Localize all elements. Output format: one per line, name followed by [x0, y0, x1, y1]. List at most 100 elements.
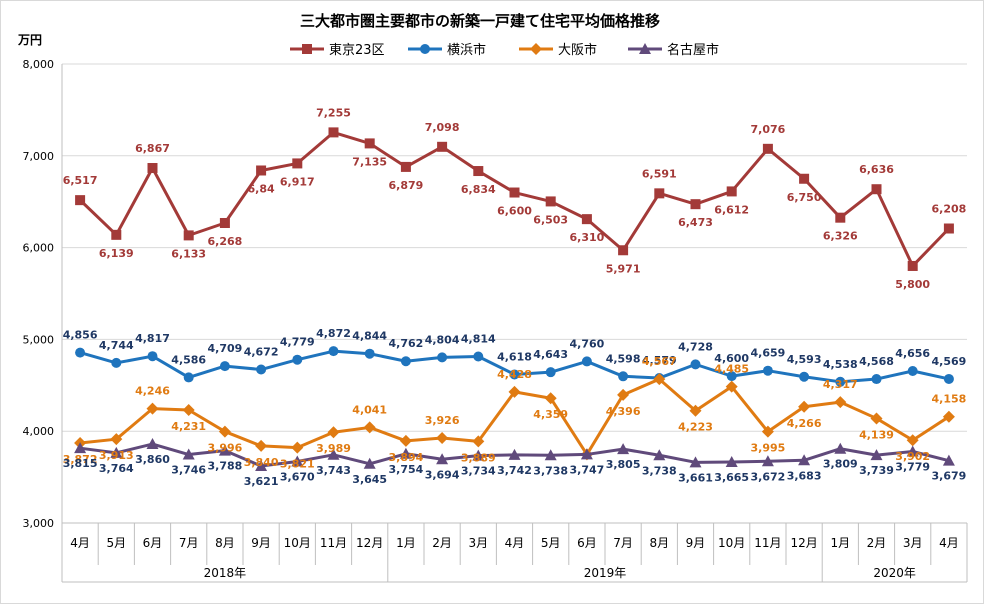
data-point [291, 455, 304, 467]
data-label: 4,760 [570, 337, 605, 350]
data-label: 6,612 [714, 203, 749, 216]
data-label: 6,326 [823, 230, 858, 243]
x-tick-label: 3月 [903, 536, 923, 550]
data-point [835, 376, 846, 387]
data-label: 3,739 [859, 464, 894, 477]
legend-item: 名古屋市 [628, 42, 719, 58]
data-point [870, 412, 883, 425]
data-label: 3,840 [244, 456, 279, 469]
data-point [182, 448, 195, 460]
data-point [653, 449, 666, 461]
data-label: 3,694 [425, 468, 460, 481]
data-point [906, 445, 919, 457]
data-point [473, 351, 484, 362]
y-tick-label: 8,000 [23, 58, 55, 71]
data-label: 4,656 [895, 347, 930, 360]
y-tick-label: 5,000 [23, 333, 55, 346]
data-point [761, 425, 774, 438]
data-point [544, 449, 557, 461]
data-point [327, 448, 340, 460]
data-label: 3,889 [461, 451, 496, 464]
data-point [617, 388, 630, 401]
data-label: 3,894 [389, 451, 424, 464]
data-label: 4,872 [316, 327, 351, 340]
data-label: 4,568 [859, 355, 894, 368]
data-label: 4,158 [932, 393, 967, 406]
data-point [906, 434, 919, 447]
data-label: 6,133 [171, 247, 206, 260]
x-tick-label: 2月 [432, 536, 452, 550]
data-point [219, 361, 230, 372]
data-point [653, 373, 666, 386]
data-label: 6,503 [533, 213, 568, 226]
data-point [472, 449, 485, 461]
data-point [400, 356, 411, 367]
data-label: 6,208 [932, 203, 967, 216]
data-point [328, 127, 339, 138]
data-label: 4,844 [352, 330, 387, 343]
x-tick-label: 3月 [468, 536, 488, 550]
data-point [218, 444, 231, 456]
data-label: 6,834 [461, 183, 496, 196]
data-label: 3,645 [352, 473, 387, 486]
data-point [74, 442, 87, 454]
data-point [545, 196, 556, 207]
data-point [436, 431, 449, 444]
data-label: 6,636 [859, 163, 894, 176]
data-point [798, 454, 811, 466]
data-label: 4,139 [859, 428, 894, 441]
data-label: 7,098 [425, 121, 460, 134]
x-tick-label: 7月 [613, 536, 633, 550]
x-tick-label: 11月 [320, 536, 347, 550]
data-point [762, 143, 773, 154]
legend-label: 大阪市 [558, 42, 597, 58]
x-tick-label: 5月 [541, 536, 561, 550]
data-label: 4,041 [352, 403, 387, 416]
data-point [834, 442, 847, 454]
data-point [799, 371, 810, 382]
x-tick-label: 12月 [790, 536, 817, 550]
data-label: 3,754 [389, 463, 424, 476]
data-label: 3,996 [208, 442, 243, 455]
data-point [654, 188, 665, 199]
data-label: 4,598 [606, 352, 641, 365]
data-point [328, 346, 339, 357]
x-tick-label: 9月 [251, 536, 271, 550]
data-point [690, 359, 701, 370]
data-label: 4,567 [642, 355, 677, 368]
x-tick-label: 5月 [106, 536, 126, 550]
data-label: 6,750 [787, 191, 822, 204]
data-point [907, 260, 918, 271]
data-point [111, 229, 122, 240]
data-label: 6,84 [248, 182, 275, 195]
data-point [219, 217, 230, 228]
data-point [473, 166, 484, 177]
data-label: 4,223 [678, 421, 713, 434]
data-label: 6,591 [642, 167, 677, 180]
data-point [544, 392, 557, 405]
data-label: 3,747 [570, 463, 605, 476]
data-point [256, 364, 267, 375]
data-point [943, 223, 954, 234]
data-point [581, 214, 592, 225]
data-point [871, 374, 882, 385]
x-tick-label: 6月 [577, 536, 597, 550]
data-point [508, 385, 521, 398]
data-point [761, 455, 774, 467]
y-tick-label: 3,000 [23, 517, 55, 530]
x-tick-label: 8月 [215, 536, 235, 550]
y-axis-unit-label: 万円 [17, 33, 42, 47]
data-point [581, 356, 592, 367]
data-label: 3,815 [63, 457, 98, 470]
data-point [364, 348, 375, 359]
data-label: 6,473 [678, 216, 713, 229]
data-point [146, 402, 159, 415]
data-label: 4,856 [63, 329, 98, 342]
data-label: 3,989 [316, 442, 351, 455]
data-point [182, 403, 195, 416]
data-point [256, 165, 267, 176]
x-tick-label: 8月 [649, 536, 669, 550]
data-label: 4,728 [678, 340, 713, 353]
